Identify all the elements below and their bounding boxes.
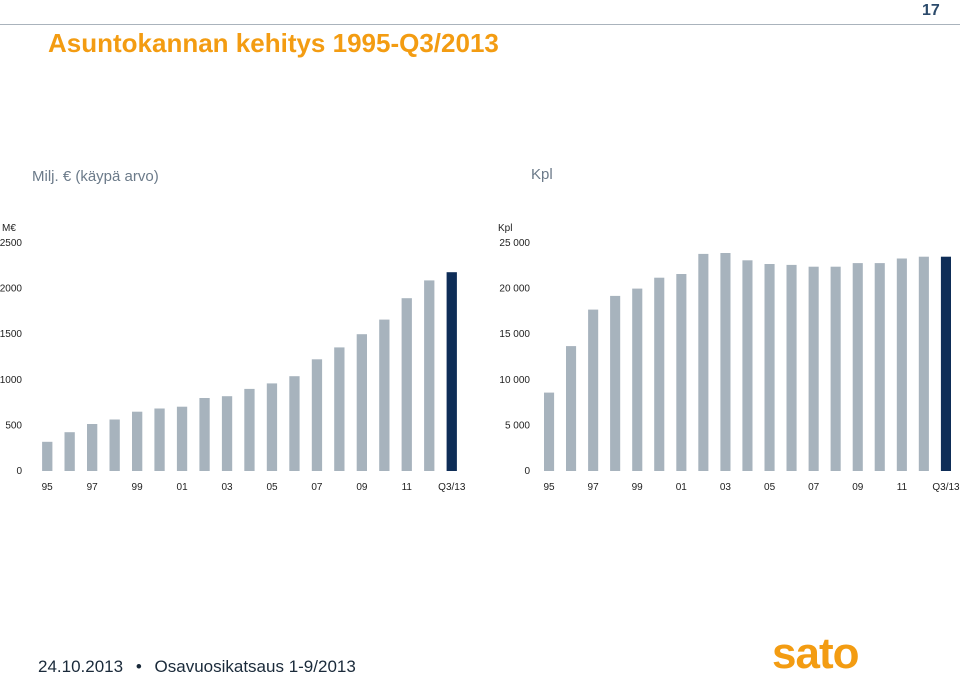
left-x-tick-label: 95 <box>42 482 54 493</box>
left-x-tick-label: 07 <box>311 482 323 493</box>
left-y-tick-label: 2000 <box>0 284 22 295</box>
right-bar-01 <box>676 274 687 471</box>
left-unit-label: M€ <box>2 223 16 234</box>
right-x-tick-label: 95 <box>543 482 555 493</box>
right-x-tick-label: 03 <box>720 482 732 493</box>
left-bar-11 <box>401 298 412 471</box>
left-bar-99 <box>132 411 143 471</box>
right-y-tick-label: 5 000 <box>505 420 530 431</box>
left-x-tick-label: Q3/13 <box>438 482 466 493</box>
left-bar-02 <box>199 398 210 471</box>
right-x-tick-label: Q3/13 <box>932 482 960 493</box>
right-bar-97 <box>588 309 599 471</box>
footer: 24.10.2013 • Osavuosikatsaus 1-9/2013 <box>38 657 356 677</box>
left-y-tick-label: 1500 <box>0 329 22 340</box>
right-bar-03 <box>720 253 731 471</box>
right-x-tick-label: 99 <box>632 482 644 493</box>
left-chart-title: Milj. € (käypä arvo) <box>32 168 159 185</box>
right-chart-title: Kpl <box>531 166 553 183</box>
footer-date: 24.10.2013 <box>38 657 124 676</box>
right-bar-Q3/13 <box>940 256 951 471</box>
footer-label: Osavuosikatsaus 1-9/2013 <box>154 657 356 676</box>
right-x-tick-label: 01 <box>676 482 688 493</box>
left-y-tick-label: 500 <box>5 420 22 431</box>
left-bar-10 <box>379 319 390 471</box>
right-y-tick-label: 15 000 <box>499 329 530 340</box>
right-bar-96 <box>566 346 577 471</box>
right-bar-02 <box>698 253 709 471</box>
left-y-tick-label: 0 <box>16 466 22 477</box>
right-x-tick-label: 07 <box>808 482 820 493</box>
left-bar-97 <box>87 424 98 471</box>
right-y-tick-label: 25 000 <box>499 238 530 249</box>
right-x-tick-label: 11 <box>897 482 908 493</box>
left-bar-03 <box>221 396 233 471</box>
right-unit-label: Kpl <box>498 223 512 234</box>
right-bar-95 <box>544 392 555 471</box>
sato-logo: sato <box>772 634 860 674</box>
left-x-tick-label: 03 <box>221 482 233 493</box>
right-bar-10 <box>874 263 885 471</box>
page-number: 17 <box>922 2 940 19</box>
left-bar-09 <box>356 334 367 471</box>
left-x-tick-label: 11 <box>402 482 413 493</box>
left-bar-05 <box>266 383 278 471</box>
left-bar-04 <box>244 388 255 471</box>
left-y-tick-label: 1000 <box>0 375 22 386</box>
right-bar-09 <box>852 263 863 471</box>
left-y-tick-label: 2500 <box>0 238 22 249</box>
right-bar-98 <box>610 295 621 471</box>
left-bar-00 <box>154 408 165 471</box>
slide-title: Asuntokannan kehitys 1995-Q3/2013 <box>48 28 499 58</box>
right-bar-11 <box>896 258 907 471</box>
left-x-tick-label: 97 <box>87 482 99 493</box>
sato-logo-text: sato <box>772 634 859 674</box>
right-bar-12 <box>918 256 929 471</box>
right-bar-04 <box>742 260 753 471</box>
right-y-tick-label: 0 <box>524 466 530 477</box>
right-bar-07 <box>808 266 819 471</box>
left-x-tick-label: 01 <box>177 482 189 493</box>
left-bar-96 <box>64 432 75 471</box>
footer-bullet: • <box>135 657 142 676</box>
header-rule <box>0 24 960 25</box>
right-y-tick-label: 10 000 <box>499 375 530 386</box>
left-bar-01 <box>176 406 188 471</box>
right-y-tick-label: 20 000 <box>499 284 530 295</box>
left-bar-12 <box>424 280 435 471</box>
right-bar-08 <box>830 266 841 471</box>
left-bar-Q3/13 <box>446 272 457 471</box>
right-bar-99 <box>632 288 643 471</box>
left-bar-95 <box>42 441 53 471</box>
right-x-tick-label: 05 <box>764 482 776 493</box>
right-x-tick-label: 97 <box>588 482 600 493</box>
right-x-tick-label: 09 <box>852 482 864 493</box>
left-x-tick-label: 09 <box>356 482 368 493</box>
right-bar-06 <box>786 264 797 471</box>
right-bar-05 <box>764 264 775 471</box>
left-bar-07 <box>311 359 323 471</box>
right-bar-00 <box>654 277 665 471</box>
left-x-tick-label: 05 <box>266 482 278 493</box>
left-x-tick-label: 99 <box>132 482 144 493</box>
left-bar-98 <box>109 419 120 471</box>
left-bar-06 <box>289 376 300 471</box>
left-bar-08 <box>334 347 345 471</box>
